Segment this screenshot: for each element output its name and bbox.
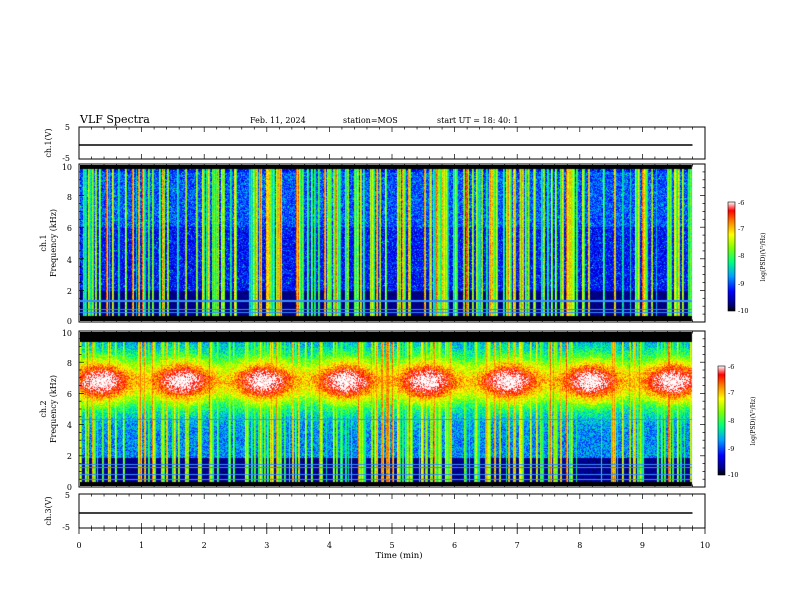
ch2-spectrogram-heatmap <box>80 332 693 486</box>
ch1-spectrogram-heatmap <box>80 165 693 321</box>
ch1-colorbar <box>727 201 736 312</box>
time-axis-tick-label: 3 <box>264 541 269 550</box>
time-axis-tick-label: 9 <box>640 541 645 550</box>
ch1-waveform-panel: 5 -5 ch.1(V) <box>44 123 706 163</box>
station-label: station=MOS <box>343 116 398 125</box>
time-axis-tick-label: 8 <box>577 541 582 550</box>
ch3-waveform-frame <box>78 493 706 529</box>
time-axis-tick-label: 7 <box>515 541 520 550</box>
ch1-freq-tick-8: 8 <box>67 193 72 202</box>
ch1-freq-tick-6: 6 <box>67 224 72 233</box>
date-label: Feb. 11, 2024 <box>250 116 306 125</box>
ch2-colorbar-tick-m6: -6 <box>728 363 734 371</box>
ch2-freq-tick-10: 10 <box>62 329 72 338</box>
ch3-ytick-top: 5 <box>65 491 70 500</box>
ch1-ytick-top: 5 <box>65 123 70 132</box>
ch2-spectrogram-ylabel-channel: ch.2 <box>39 400 48 417</box>
ch1-freq-tick-0: 0 <box>67 317 72 326</box>
ch1-freq-tick-2: 2 <box>67 287 72 296</box>
time-axis-tick-label: 0 <box>76 541 81 550</box>
ch2-freq-tick-4: 4 <box>67 421 72 430</box>
ch3-waveform-panel: 5 -5 ch.3(V) 0 1 2 3 4 5 6 7 8 9 10 Time (min) <box>44 491 710 561</box>
ch2-colorbar-tick-m8: -8 <box>728 417 734 425</box>
ch1-colorbar-tick-m10: -10 <box>738 307 748 315</box>
ch3-ytick-bottom: -5 <box>62 523 70 532</box>
ch1-colorbar-tick-m7: -7 <box>738 225 744 233</box>
ch1-spectrogram-ylabel-frequency: Frequency (kHz) <box>49 209 58 277</box>
ch1-waveform-xticks <box>78 127 706 159</box>
time-axis-tick-label: 10 <box>700 541 710 550</box>
ch3-waveform-xticks <box>78 494 706 528</box>
ch1-spectrogram-ticks <box>78 163 706 323</box>
ch3-waveform-ylabel: ch.3(V) <box>44 496 53 525</box>
ch1-waveform-ylabel: ch.1(V) <box>44 128 53 157</box>
time-axis-label: Time (min) <box>375 550 422 561</box>
start-time-label: start UT = 18: 40: 1 <box>437 116 518 125</box>
ch1-colorbar-tick-m9: -9 <box>738 280 744 288</box>
ch2-spectrogram-ylabel-frequency: Frequency (kHz) <box>49 375 58 443</box>
ch1-colorbar-tick-m6: -6 <box>738 199 744 207</box>
ch2-freq-tick-0: 0 <box>67 483 72 492</box>
ch2-freq-tick-2: 2 <box>67 452 72 461</box>
ch2-colorbar-tick-m10: -10 <box>728 471 738 479</box>
time-axis-tick-label: 4 <box>327 541 332 550</box>
ch2-colorbar-tick-m7: -7 <box>728 389 734 397</box>
ch2-colorbar <box>717 365 726 476</box>
ch1-colorbar-tick-m8: -8 <box>738 252 744 260</box>
ch1-freq-tick-4: 4 <box>67 256 72 265</box>
ch2-freq-tick-8: 8 <box>67 359 72 368</box>
time-axis-tick-label: 6 <box>452 541 457 550</box>
ch1-spectrogram-panel: 0 2 4 6 8 10 ch.1 Frequency (kHz) -6 -7 … <box>39 163 767 326</box>
ch2-colorbar-label: log(PSD)(V²/Hz) <box>750 397 757 446</box>
ch2-spectrogram-panel: 0 2 4 6 8 10 ch.2 Frequency (kHz) -6 -7 … <box>39 329 757 492</box>
ch1-ytick-bottom: -5 <box>62 154 70 163</box>
time-axis-tick-labels: 0 1 2 3 4 5 6 7 8 9 10 <box>76 528 710 550</box>
ch1-colorbar-label: log(PSD)(V²/Hz) <box>760 233 767 282</box>
ch2-colorbar-tick-m9: -9 <box>728 445 734 453</box>
ch2-freq-tick-6: 6 <box>67 390 72 399</box>
ch2-spectrogram-ticks <box>78 330 706 488</box>
ch1-freq-tick-10: 10 <box>62 163 72 172</box>
time-axis-tick-label: 1 <box>139 541 144 550</box>
time-axis-tick-label: 5 <box>389 541 394 550</box>
ch1-spectrogram-ylabel-channel: ch.1 <box>39 234 48 251</box>
figure-title: VLF Spectra <box>79 113 150 126</box>
time-axis-tick-label: 2 <box>202 541 207 550</box>
